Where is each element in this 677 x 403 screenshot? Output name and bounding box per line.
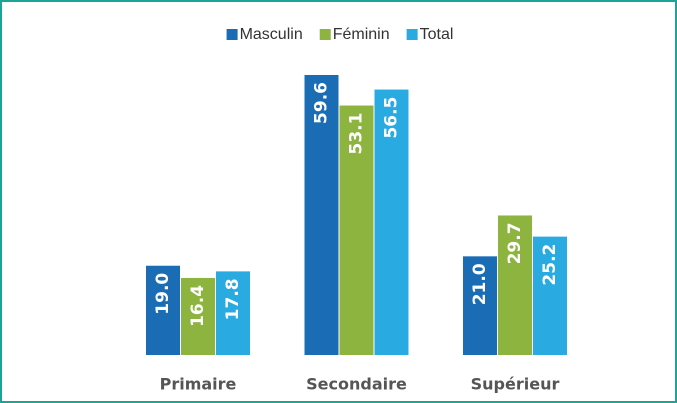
- value-label: 53.1: [347, 113, 367, 155]
- bar: [146, 265, 180, 355]
- x-tick-label: Primaire: [160, 375, 237, 394]
- value-label: 17.8: [223, 278, 243, 320]
- value-label: 19.0: [153, 273, 173, 315]
- legend-swatch: [319, 29, 331, 40]
- legend-swatch: [406, 29, 418, 40]
- value-label: 56.5: [382, 97, 402, 139]
- legend-label: Total: [420, 26, 454, 43]
- value-label: 16.4: [188, 285, 208, 327]
- bar: [339, 105, 374, 355]
- value-label: 21.0: [470, 263, 490, 305]
- bar: [304, 75, 339, 355]
- value-label: 25.2: [540, 244, 560, 286]
- bar: [374, 89, 409, 356]
- legend-swatch: [226, 29, 238, 40]
- bar: [533, 236, 567, 355]
- x-tick-label: Supérieur: [471, 375, 560, 394]
- bar: [216, 271, 250, 355]
- bar: [463, 256, 497, 355]
- legend-label: Masculin: [240, 26, 303, 43]
- legend: Masculin Féminin Total: [226, 26, 454, 43]
- value-label: 59.6: [312, 82, 332, 124]
- bar: [181, 277, 215, 355]
- value-label: 29.7: [505, 222, 525, 264]
- bar: [498, 215, 532, 355]
- legend-label: Féminin: [333, 26, 390, 43]
- x-tick-label: Secondaire: [306, 375, 407, 394]
